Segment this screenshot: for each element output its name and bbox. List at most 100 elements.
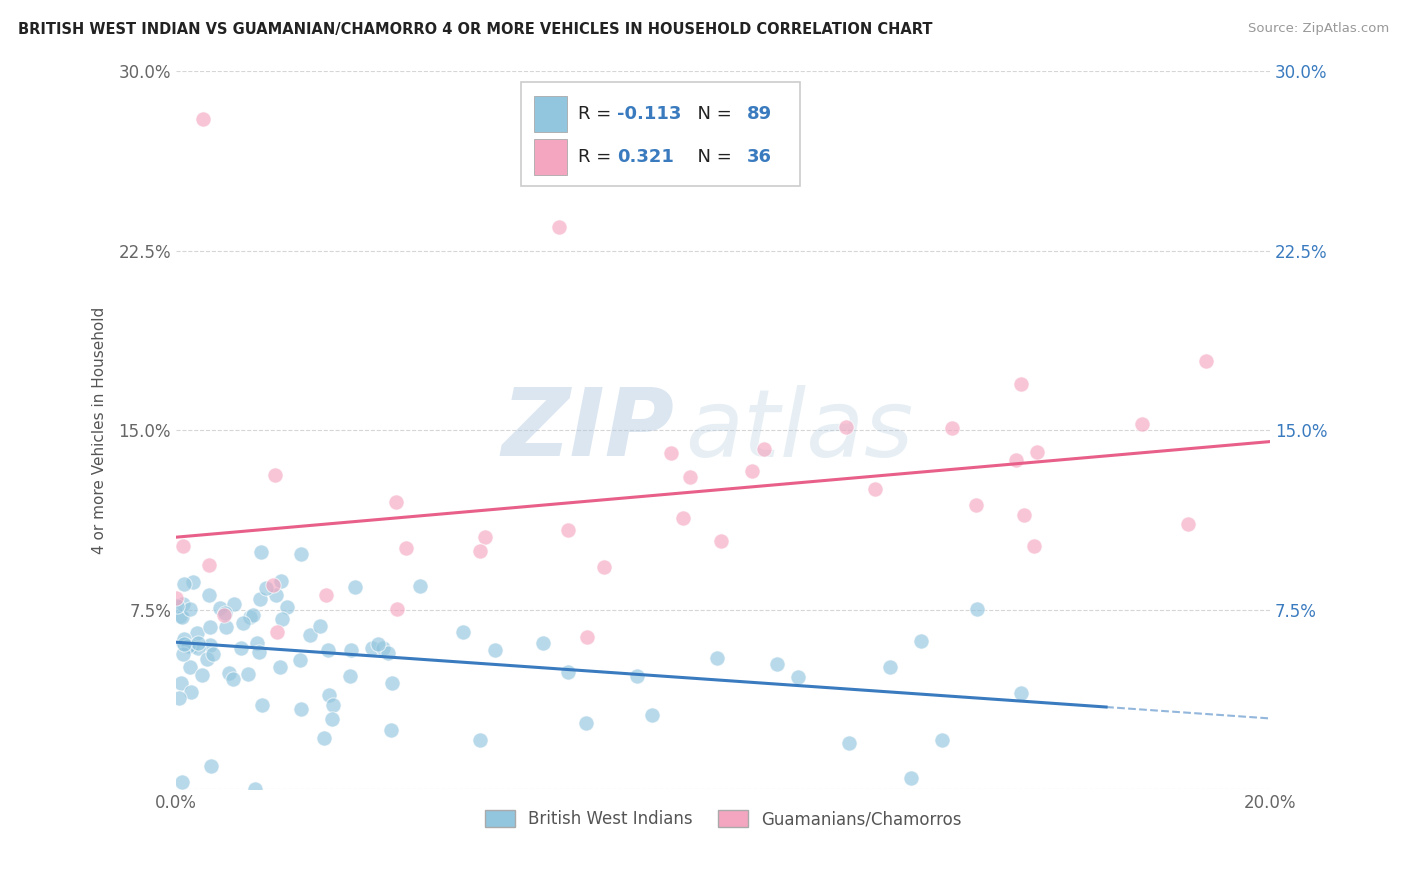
Point: [900, 772, 922, 786]
Legend: British West Indians, Guamanians/Chamorros: British West Indians, Guamanians/Chamorr…: [478, 804, 969, 835]
Point: [271, 612, 294, 626]
Point: [201, 647, 224, 661]
Point: [181, 639, 204, 653]
Point: [193, 112, 215, 126]
Point: [706, 651, 728, 665]
Point: [181, 574, 204, 589]
Point: [172, 636, 194, 650]
Point: [269, 660, 291, 674]
Point: [170, 675, 193, 690]
Point: [173, 577, 195, 591]
Point: [218, 665, 240, 680]
Point: [931, 732, 953, 747]
Point: [165, 591, 187, 605]
Point: [242, 607, 264, 622]
Point: [1022, 539, 1045, 553]
Point: [316, 643, 339, 657]
Point: [1010, 686, 1032, 700]
Point: [172, 647, 194, 661]
Point: [377, 646, 399, 660]
Point: [179, 660, 201, 674]
Point: [321, 712, 343, 726]
Point: [254, 582, 277, 596]
Text: -0.113: -0.113: [617, 105, 682, 123]
Point: [395, 541, 418, 555]
Point: [187, 636, 209, 650]
Point: [250, 698, 273, 712]
Point: [166, 599, 188, 613]
Point: [266, 624, 288, 639]
Y-axis label: 4 or more Vehicles in Household: 4 or more Vehicles in Household: [93, 307, 107, 554]
Text: Source: ZipAtlas.com: Source: ZipAtlas.com: [1249, 22, 1389, 36]
Point: [172, 539, 194, 553]
Point: [312, 731, 335, 745]
Text: atlas: atlas: [685, 384, 912, 475]
Point: [380, 723, 402, 738]
Point: [200, 638, 222, 652]
Point: [276, 600, 298, 615]
Point: [1025, 445, 1047, 459]
Point: [1195, 354, 1218, 368]
Point: [367, 637, 389, 651]
Point: [186, 626, 208, 640]
Text: 89: 89: [747, 105, 772, 123]
Point: [200, 759, 222, 773]
Point: [229, 640, 252, 655]
Point: [710, 533, 733, 548]
Point: [172, 598, 194, 612]
Point: [752, 442, 775, 456]
Point: [576, 631, 599, 645]
Point: [187, 641, 209, 656]
Text: R =: R =: [578, 148, 617, 166]
Point: [361, 640, 384, 655]
Point: [344, 580, 367, 594]
Point: [290, 547, 312, 561]
Point: [1005, 453, 1028, 467]
Point: [385, 602, 408, 616]
Point: [246, 636, 269, 650]
Point: [380, 676, 402, 690]
FancyBboxPatch shape: [534, 96, 567, 132]
Point: [214, 606, 236, 620]
Point: [766, 657, 789, 671]
Point: [270, 574, 292, 588]
FancyBboxPatch shape: [520, 82, 800, 186]
Point: [340, 642, 363, 657]
Point: [191, 667, 214, 681]
Point: [173, 632, 195, 647]
Point: [531, 635, 554, 649]
Point: [741, 464, 763, 478]
Point: [879, 660, 901, 674]
Point: [385, 495, 408, 509]
Point: [169, 608, 191, 623]
Point: [221, 672, 243, 686]
Text: BRITISH WEST INDIAN VS GUAMANIAN/CHAMORRO 4 OR MORE VEHICLES IN HOUSEHOLD CORREL: BRITISH WEST INDIAN VS GUAMANIAN/CHAMORR…: [18, 22, 932, 37]
Text: R =: R =: [578, 105, 617, 123]
Point: [214, 608, 236, 623]
Point: [222, 597, 245, 611]
Point: [965, 498, 987, 512]
Point: [322, 698, 344, 712]
Point: [264, 588, 287, 602]
Point: [197, 588, 219, 602]
Point: [484, 643, 506, 657]
Point: [239, 610, 262, 624]
Point: [167, 691, 190, 706]
Point: [786, 670, 808, 684]
Text: N =: N =: [686, 148, 737, 166]
Point: [339, 668, 361, 682]
Point: [1014, 508, 1036, 522]
Point: [208, 600, 231, 615]
Point: [910, 634, 932, 648]
Point: [863, 482, 886, 496]
Point: [197, 652, 219, 666]
Point: [170, 774, 193, 789]
Point: [170, 610, 193, 624]
Text: 36: 36: [747, 148, 772, 166]
Point: [318, 688, 340, 702]
FancyBboxPatch shape: [534, 139, 567, 175]
Point: [468, 544, 491, 558]
Point: [243, 782, 266, 797]
Point: [941, 421, 963, 435]
Point: [173, 637, 195, 651]
